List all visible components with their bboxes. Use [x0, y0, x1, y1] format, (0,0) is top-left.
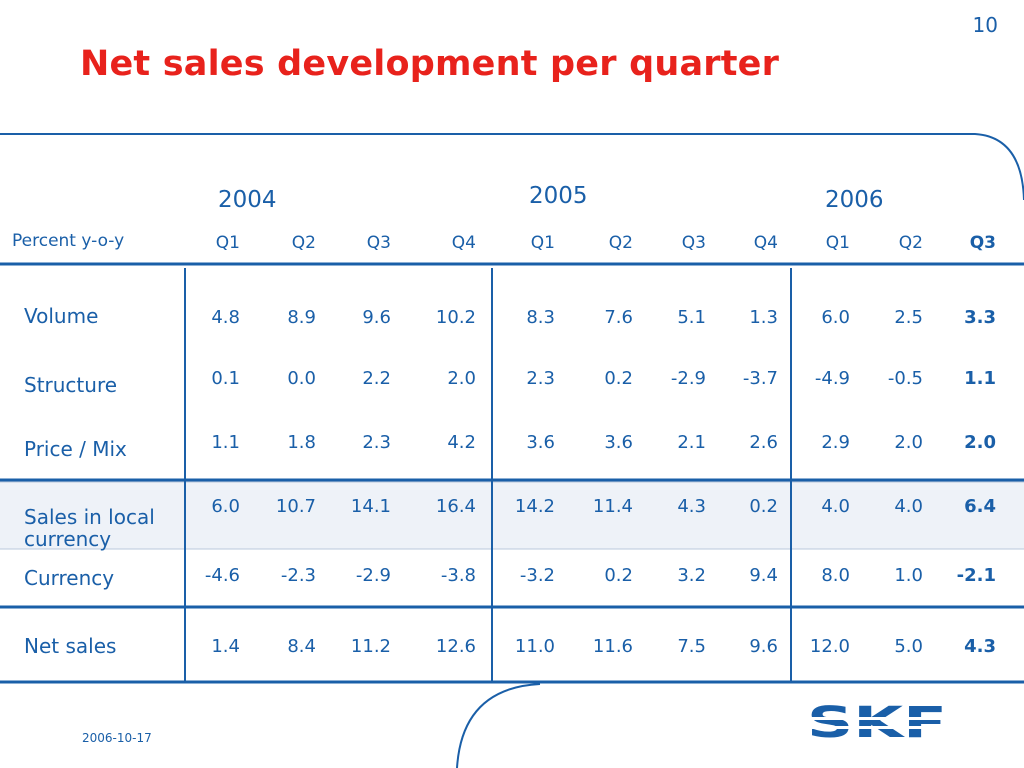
- table-cell: 16.4: [435, 496, 476, 517]
- table-cell: 11.0: [514, 636, 555, 657]
- quarter-header: Q1: [825, 233, 850, 253]
- table-cell: 1.3: [749, 307, 778, 328]
- quarter-header: Q2: [608, 233, 633, 253]
- table-cell: 0.0: [287, 368, 316, 389]
- table-cell: 1.8: [287, 432, 316, 453]
- table-cell: 5.0: [894, 636, 923, 657]
- table-cell: 2.9: [821, 432, 850, 453]
- row-label-volume: Volume: [24, 304, 99, 328]
- table-cell: 10.7: [275, 496, 316, 517]
- table-cell: 12.0: [809, 636, 850, 657]
- header-arc-line: [0, 133, 1024, 201]
- table-cell: 4.0: [894, 496, 923, 517]
- quarter-header: Q2: [898, 233, 923, 253]
- table-cell: 2.5: [894, 307, 923, 328]
- footer-date: 2006-10-17: [82, 731, 152, 745]
- table-cell: 4.0: [821, 496, 850, 517]
- table-cell: 6.0: [821, 307, 850, 328]
- table-cell-current: 1.1: [964, 368, 996, 389]
- table-cell: 2.0: [447, 368, 476, 389]
- skf-logo: SKF: [806, 704, 948, 740]
- table-cell: 0.2: [749, 496, 778, 517]
- table-cell: 2.3: [526, 368, 555, 389]
- table-cell: -4.6: [204, 565, 240, 586]
- table-cell: 4.8: [211, 307, 240, 328]
- quarter-header: Q4: [753, 233, 778, 253]
- table-cell: 8.9: [287, 307, 316, 328]
- row-label-sales-local-currency: Sales in local currency: [24, 505, 155, 551]
- table-cell: -3.8: [440, 565, 476, 586]
- table-cell: 2.0: [894, 432, 923, 453]
- table-cell: 0.1: [211, 368, 240, 389]
- table-cell: 9.4: [749, 565, 778, 586]
- quarter-header: Q1: [215, 233, 240, 253]
- table-cell: 12.6: [435, 636, 476, 657]
- quarter-header: Q4: [451, 233, 476, 253]
- table-cell: 9.6: [362, 307, 391, 328]
- table-cell: 1.0: [894, 565, 923, 586]
- table-cell: -2.9: [355, 565, 391, 586]
- table-cell: 1.4: [211, 636, 240, 657]
- table-cell: -3.7: [742, 368, 778, 389]
- table-cell: 2.6: [749, 432, 778, 453]
- table-cell: 3.2: [677, 565, 706, 586]
- highlight-row-band: [0, 482, 1024, 549]
- slide-number: 10: [972, 13, 998, 37]
- table-cell: 5.1: [677, 307, 706, 328]
- quarter-header: Q1: [530, 233, 555, 253]
- table-cell: -0.5: [887, 368, 923, 389]
- table-cell: -4.9: [814, 368, 850, 389]
- table-cell: 2.2: [362, 368, 391, 389]
- table-cell-current: 2.0: [964, 432, 996, 453]
- table-cell: -3.2: [519, 565, 555, 586]
- table-cell: 4.2: [447, 432, 476, 453]
- table-cell: 11.2: [350, 636, 391, 657]
- year-label-2006: 2006: [825, 187, 884, 213]
- table-cell: 8.0: [821, 565, 850, 586]
- quarter-header: Q3: [366, 233, 391, 253]
- table-cell: 2.1: [677, 432, 706, 453]
- year-label-2005: 2005: [529, 183, 588, 209]
- year-label-2004: 2004: [218, 187, 277, 213]
- table-cell: 14.1: [350, 496, 391, 517]
- table-cell: 9.6: [749, 636, 778, 657]
- table-cell: 7.6: [604, 307, 633, 328]
- table-cell: 11.6: [592, 636, 633, 657]
- table-cell: 10.2: [435, 307, 476, 328]
- table-cell: 11.4: [592, 496, 633, 517]
- row-header-unit: Percent y-o-y: [12, 231, 125, 251]
- table-cell-current: 6.4: [964, 496, 996, 517]
- footer-arc-line: [456, 683, 541, 768]
- table-cell: -2.9: [670, 368, 706, 389]
- table-cell: 2.3: [362, 432, 391, 453]
- table-cell: 1.1: [211, 432, 240, 453]
- table-cell-current: 3.3: [964, 307, 996, 328]
- row-label-structure: Structure: [24, 373, 118, 397]
- table-cell: 0.2: [604, 368, 633, 389]
- quarter-header-current: Q3: [969, 233, 996, 253]
- table-cell: -2.3: [280, 565, 316, 586]
- table-cell: 8.3: [526, 307, 555, 328]
- quarter-header: Q2: [291, 233, 316, 253]
- table-cell: 14.2: [514, 496, 555, 517]
- row-label-currency: Currency: [24, 566, 115, 590]
- table-cell: 7.5: [677, 636, 706, 657]
- row-label-net-sales: Net sales: [24, 634, 117, 658]
- page-title: Net sales development per quarter: [80, 44, 780, 84]
- table-cell: 0.2: [604, 565, 633, 586]
- table-cell-current: -2.1: [956, 565, 996, 586]
- table-cell: 8.4: [287, 636, 316, 657]
- table-cell-current: 4.3: [964, 636, 996, 657]
- row-label-price-mix: Price / Mix: [24, 437, 127, 461]
- table-cell: 3.6: [526, 432, 555, 453]
- table-cell: 4.3: [677, 496, 706, 517]
- table-cell: 3.6: [604, 432, 633, 453]
- quarter-header: Q3: [681, 233, 706, 253]
- table-cell: 6.0: [211, 496, 240, 517]
- logo-text: SKF: [807, 704, 947, 740]
